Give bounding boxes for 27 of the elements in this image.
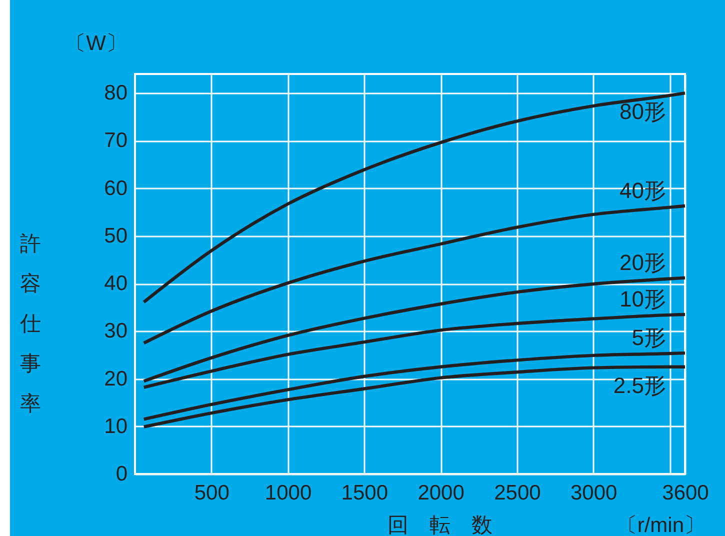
series-label: 80形 bbox=[620, 99, 666, 124]
y-tick-label: 60 bbox=[104, 176, 128, 200]
x-tick-label: 3600 bbox=[662, 482, 709, 504]
y-tick-label: 20 bbox=[104, 367, 128, 390]
series-label: 2.5形 bbox=[613, 372, 666, 398]
x-tick-label: 3000 bbox=[570, 482, 618, 504]
y-tick-label: 50 bbox=[104, 224, 128, 248]
x-tick-label: 1000 bbox=[264, 482, 312, 504]
y-tick-label: 70 bbox=[104, 129, 128, 152]
y-tick-label: 10 bbox=[104, 414, 128, 438]
text: 〔W〕 bbox=[65, 32, 127, 55]
y-tick-label: 30 bbox=[104, 320, 128, 343]
y-axis-title: 許容仕事率 bbox=[19, 232, 41, 416]
series-label: 5形 bbox=[632, 325, 666, 350]
y-tick-label: 0 bbox=[116, 462, 128, 486]
line-series bbox=[142, 351, 687, 421]
line-series bbox=[142, 365, 687, 428]
x-tick-label: 1500 bbox=[341, 482, 388, 504]
series-label: 10形 bbox=[620, 286, 666, 312]
x-tick-label: 2500 bbox=[494, 482, 541, 504]
y-tick-label: 40 bbox=[104, 272, 128, 296]
x-tick-label: 2000 bbox=[418, 482, 464, 504]
text: 〔r/min〕 bbox=[616, 514, 705, 536]
y-tick-label: 80 bbox=[104, 82, 128, 105]
x-axis-title: 回 転 数 bbox=[388, 514, 492, 536]
x-tick-label: 500 bbox=[194, 482, 230, 504]
series-label: 20形 bbox=[620, 250, 666, 275]
